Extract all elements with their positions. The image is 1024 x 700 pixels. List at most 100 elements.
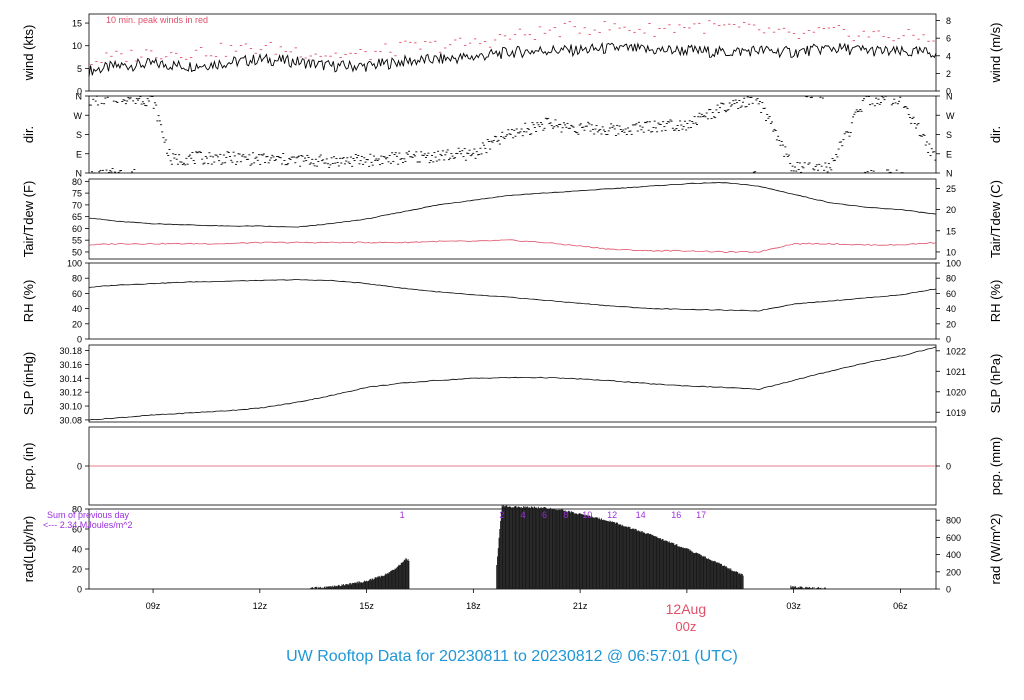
ytick-label-left-dir: N	[76, 92, 83, 102]
rad-hour-label: 12	[607, 510, 617, 520]
ytick-label-right-wind: 6	[946, 34, 951, 44]
page-title: UW Rooftop Data for 20230811 to 20230812…	[286, 648, 738, 665]
xtick-label: 15z	[359, 601, 374, 611]
ytick-label-right-rh: 40	[946, 304, 956, 314]
ytick-label-left-wind: 0	[77, 87, 82, 97]
ytick-label-right-dir: E	[946, 149, 952, 159]
ytick-label-right-temp: 15	[946, 226, 956, 236]
date-label: 12Aug	[666, 601, 706, 617]
ylabel-left-rad: rad(Lgly/hr)	[21, 516, 36, 582]
ytick-label-left-rad: 0	[77, 585, 82, 595]
ytick-label-left-wind: 5	[77, 64, 82, 74]
xtick-label: 09z	[146, 601, 161, 611]
ytick-label-left-rad: 40	[72, 545, 82, 555]
ytick-label-left-rh: 20	[72, 319, 82, 329]
xtick-label: 12z	[253, 601, 268, 611]
ytick-label-left-temp: 55	[72, 236, 82, 246]
ytick-label-left-slp: 30.12	[59, 388, 82, 398]
rad-hour-label: 17	[696, 510, 706, 520]
ytick-label-right-rh: 20	[946, 319, 956, 329]
ytick-label-right-rad: 400	[946, 550, 961, 560]
ytick-label-left-rad: 20	[72, 565, 82, 575]
ylabel-left-rh: RH (%)	[21, 280, 36, 323]
rad-hour-label: 1	[400, 510, 405, 520]
series-line-slp	[88, 346, 937, 421]
ylabel-left-wind: wind (kts)	[21, 25, 36, 82]
rad-hour-label: 6	[542, 510, 547, 520]
ytick-label-left-temp: 60	[72, 224, 82, 234]
ytick-label-left-pcp: 0	[77, 462, 82, 472]
rad-hour-label: 8	[563, 510, 568, 520]
ytick-label-right-slp: 1021	[946, 367, 966, 377]
ytick-label-right-dir: N	[946, 92, 953, 102]
sum-note-title: Sum of previous day	[47, 510, 130, 520]
ytick-label-right-rad: 600	[946, 533, 961, 543]
ytick-label-right-rad: 200	[946, 567, 961, 577]
ytick-label-left-rad: 80	[72, 505, 82, 515]
ylabel-right-slp: SLP (hPa)	[988, 354, 1003, 414]
ytick-label-right-dir: W	[946, 111, 955, 121]
ytick-label-left-rad: 60	[72, 525, 82, 535]
ytick-label-right-rh: 60	[946, 289, 956, 299]
ytick-label-right-wind: 2	[946, 69, 951, 79]
ytick-label-right-wind: 4	[946, 51, 951, 61]
ytick-label-left-temp: 65	[72, 212, 82, 222]
ylabel-right-temp: Tair/Tdew (C)	[988, 180, 1003, 258]
ytick-label-left-slp: 30.08	[59, 415, 82, 425]
ytick-label-left-dir: N	[76, 169, 83, 179]
panel-frame-wind	[88, 13, 937, 92]
ytick-label-left-dir: W	[74, 111, 83, 121]
ytick-label-right-pcp: 0	[946, 462, 951, 472]
series-line-temp-tair	[88, 181, 937, 228]
ytick-label-right-temp: 20	[946, 205, 956, 215]
date-sub-label: 00z	[675, 619, 696, 634]
ytick-label-left-slp: 30.14	[59, 374, 82, 384]
ytick-label-left-wind: 15	[72, 19, 82, 29]
ytick-label-right-dir: S	[946, 130, 952, 140]
ytick-label-left-slp: 30.18	[59, 346, 82, 356]
panel-frame-slp	[88, 344, 937, 423]
ytick-label-left-temp: 80	[72, 177, 82, 187]
ylabel-right-rad: rad (W/m^2)	[988, 513, 1003, 584]
ytick-label-left-wind: 10	[72, 41, 82, 51]
xtick-label: 06z	[893, 601, 908, 611]
ytick-label-left-temp: 50	[72, 247, 82, 257]
series-line-temp-tdew	[88, 239, 937, 253]
rad-hour-label: 4	[521, 510, 526, 520]
rad-hour-label: 16	[671, 510, 681, 520]
ytick-label-left-slp: 30.10	[59, 402, 82, 412]
ytick-label-right-dir: N	[946, 169, 953, 179]
ytick-label-left-slp: 30.16	[59, 360, 82, 370]
ytick-label-right-wind: 8	[946, 16, 951, 26]
ytick-label-right-wind: 0	[946, 87, 951, 97]
panel-frame-rh	[88, 262, 937, 340]
ytick-label-right-slp: 1022	[946, 346, 966, 356]
panel-frame-dir	[88, 95, 937, 174]
xtick-label: 18z	[466, 601, 481, 611]
ytick-label-left-rh: 0	[77, 335, 82, 345]
ylabel-right-rh: RH (%)	[988, 280, 1003, 323]
ytick-label-right-slp: 1020	[946, 387, 966, 397]
ytick-label-left-dir: E	[76, 149, 82, 159]
ytick-label-right-rh: 0	[946, 335, 951, 345]
ytick-label-right-rh: 80	[946, 274, 956, 284]
ytick-label-right-temp: 25	[946, 184, 956, 194]
ylabel-right-wind: wind (m/s)	[988, 23, 1003, 84]
ytick-label-left-temp: 75	[72, 189, 82, 199]
ylabel-left-slp: SLP (inHg)	[21, 352, 36, 415]
ytick-label-right-slp: 1019	[946, 408, 966, 418]
wind-annotation: 10 min. peak winds in red	[106, 15, 208, 25]
ytick-label-left-rh: 60	[72, 289, 82, 299]
panel-frame-temp	[88, 178, 937, 260]
ytick-label-left-temp: 70	[72, 200, 82, 210]
series-line-rh	[88, 279, 937, 312]
ytick-label-left-rh: 100	[67, 259, 82, 269]
ytick-label-left-rh: 80	[72, 274, 82, 284]
ylabel-left-pcp: pcp. (in)	[21, 443, 36, 490]
ytick-label-right-rad: 0	[946, 585, 951, 595]
ytick-label-left-rh: 40	[72, 304, 82, 314]
ytick-label-left-dir: S	[76, 130, 82, 140]
ylabel-left-temp: Tair/Tdew (F)	[21, 181, 36, 258]
xtick-label: 21z	[573, 601, 588, 611]
